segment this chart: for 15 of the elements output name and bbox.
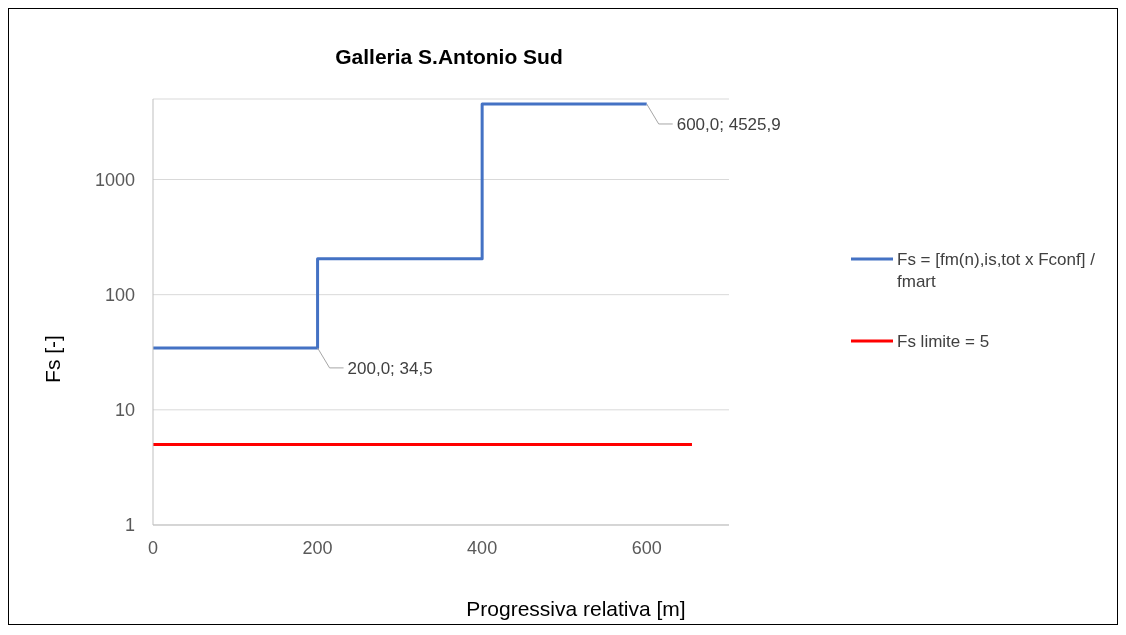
- x-tick-label: 600: [631, 537, 662, 558]
- y-tick-label: 1: [124, 515, 135, 536]
- x-tick-label: 200: [302, 537, 333, 558]
- x-tick-label: 400: [467, 537, 498, 558]
- x-axis-title: Progressiva relativa [m]: [466, 597, 686, 621]
- legend-label: Fs = [fm(n),is,tot x Fconf] / fmart: [897, 249, 1096, 293]
- legend-label: Fs limite = 5: [897, 331, 990, 353]
- annotation: 200,0; 34,5: [347, 358, 433, 378]
- y-tick-label: 1000: [94, 169, 135, 190]
- chart-title: Galleria S.Antonio Sud: [334, 45, 564, 69]
- y-axis-title: Fs [-]: [41, 335, 65, 383]
- y-tick-label: 10: [114, 400, 135, 421]
- x-tick-label: 0: [147, 537, 159, 558]
- annotation: 600,0; 4525,9: [676, 114, 781, 134]
- y-tick-label: 100: [104, 285, 135, 306]
